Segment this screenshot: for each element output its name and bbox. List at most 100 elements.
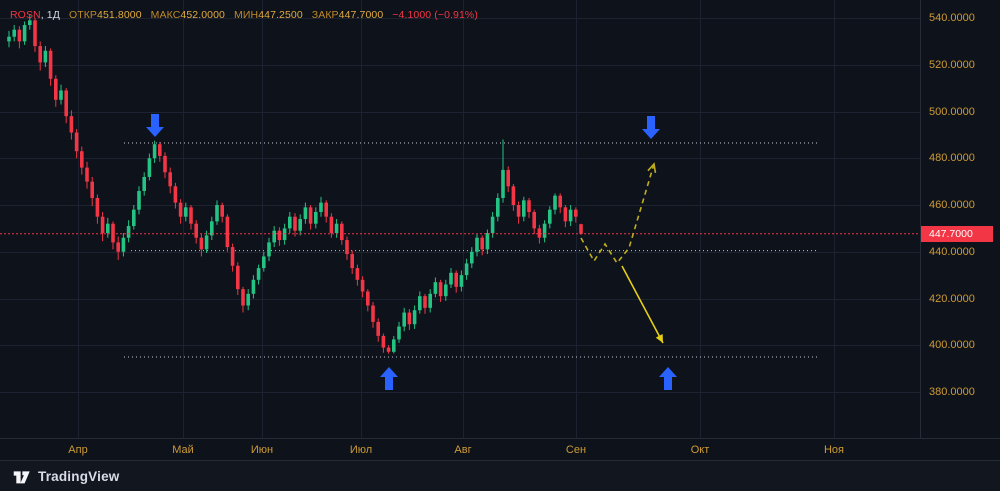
candle — [28, 20, 32, 26]
candle — [43, 50, 48, 63]
candle — [501, 169, 505, 198]
candle — [511, 186, 516, 205]
projection-drawings[interactable] — [580, 162, 664, 344]
candle — [262, 256, 266, 269]
tradingview-logo-icon[interactable] — [12, 467, 31, 486]
price-axis[interactable]: 447.7000 540.0000 520.0000 500.0000 480.000… — [920, 0, 1000, 438]
candle — [334, 223, 339, 234]
candle — [277, 230, 282, 241]
candle — [116, 242, 120, 252]
candle — [340, 223, 344, 241]
candle — [475, 237, 479, 252]
candle — [522, 200, 526, 217]
candle — [64, 90, 68, 117]
candle — [444, 284, 448, 297]
chart-region[interactable]: ROSN, 1Д ОТКР451.8000 МАКС452.0000 МИН447.2… — [0, 0, 1000, 460]
candle — [428, 293, 432, 308]
candle — [418, 296, 422, 311]
candle — [329, 216, 334, 234]
candle — [225, 216, 230, 248]
candle — [256, 268, 261, 280]
legend-open: ОТКР451.8000 — [69, 9, 142, 21]
candle — [376, 321, 380, 336]
up-arrow-marker[interactable] — [380, 367, 398, 390]
candle — [33, 20, 37, 47]
time-label: Ноя — [823, 444, 845, 456]
candle — [241, 289, 245, 306]
candle — [17, 29, 22, 42]
symbol-interval[interactable]: , 1Д — [40, 9, 60, 21]
candle — [251, 279, 256, 294]
candle — [220, 205, 224, 217]
price-label: 420.0000 — [929, 292, 975, 305]
candle — [324, 202, 328, 217]
last-price-badge: 447.7000 — [921, 225, 993, 242]
candle — [527, 200, 531, 213]
candle — [506, 169, 510, 187]
legend-close: ЗАКР447.7000 — [312, 9, 383, 21]
candle — [366, 291, 370, 306]
time-label: Июл — [349, 444, 373, 456]
change-value: −4.1000 (−0.91%) — [392, 9, 478, 21]
candle — [74, 132, 79, 152]
time-label: Авг — [454, 444, 472, 456]
candle — [215, 205, 219, 222]
time-label: Сен — [565, 444, 587, 456]
candle — [230, 247, 235, 266]
candle — [480, 237, 484, 250]
candle — [288, 216, 292, 229]
up-arrow-marker[interactable] — [659, 367, 677, 390]
candle — [449, 272, 453, 285]
candle — [163, 155, 167, 173]
candle — [106, 223, 110, 234]
candle — [100, 216, 105, 234]
low-value: 447.2500 — [258, 9, 303, 21]
projection-zigzag-up[interactable] — [580, 163, 655, 265]
open-label: ОТКР — [68, 9, 98, 21]
candle — [568, 209, 573, 222]
time-axis[interactable]: Апр Май Июн Июл Авг Сен Окт Ноя — [0, 438, 1000, 461]
projection-zigzag-up-head — [647, 162, 657, 174]
symbol-legend[interactable]: ROSN, 1Д ОТКР451.8000 МАКС452.0000 МИН447.2… — [10, 9, 478, 21]
candle — [236, 265, 240, 290]
candle — [485, 233, 490, 250]
time-label: Май — [172, 444, 194, 456]
close-label: ЗАКР — [311, 9, 339, 21]
close-value: 447.7000 — [338, 9, 384, 21]
low-label: МИН — [234, 9, 259, 21]
candle — [111, 223, 115, 243]
high-label: МАКС — [150, 9, 181, 21]
candle — [574, 209, 578, 217]
down-arrow-marker[interactable] — [146, 114, 164, 137]
arrow-markers[interactable] — [146, 114, 677, 390]
candle — [121, 237, 126, 252]
time-label: Окт — [690, 444, 710, 456]
price-chart-svg[interactable] — [0, 0, 920, 438]
price-label: 520.0000 — [929, 58, 975, 71]
candle — [553, 195, 557, 210]
candle — [80, 151, 84, 168]
candle — [210, 221, 214, 236]
candle — [371, 305, 375, 322]
candle — [132, 209, 136, 227]
price-label: 460.0000 — [929, 199, 975, 211]
candle — [459, 275, 464, 287]
candle — [69, 116, 74, 133]
candle — [542, 223, 547, 238]
tradingview-brand[interactable]: TradingView — [38, 468, 120, 484]
candle — [7, 36, 11, 42]
candle — [48, 50, 53, 79]
candle — [516, 205, 521, 217]
price-label: 380.0000 — [929, 386, 975, 398]
candle — [386, 347, 391, 352]
candle — [38, 46, 42, 63]
candle — [95, 197, 100, 217]
candle — [189, 207, 193, 224]
price-label: 540.0000 — [929, 12, 975, 24]
price-label: 480.0000 — [929, 152, 975, 165]
projection-arrow-down[interactable] — [621, 265, 664, 344]
down-arrow-marker[interactable] — [642, 116, 660, 139]
symbol-name[interactable]: ROSN — [10, 9, 41, 21]
level-lines[interactable] — [124, 142, 818, 358]
